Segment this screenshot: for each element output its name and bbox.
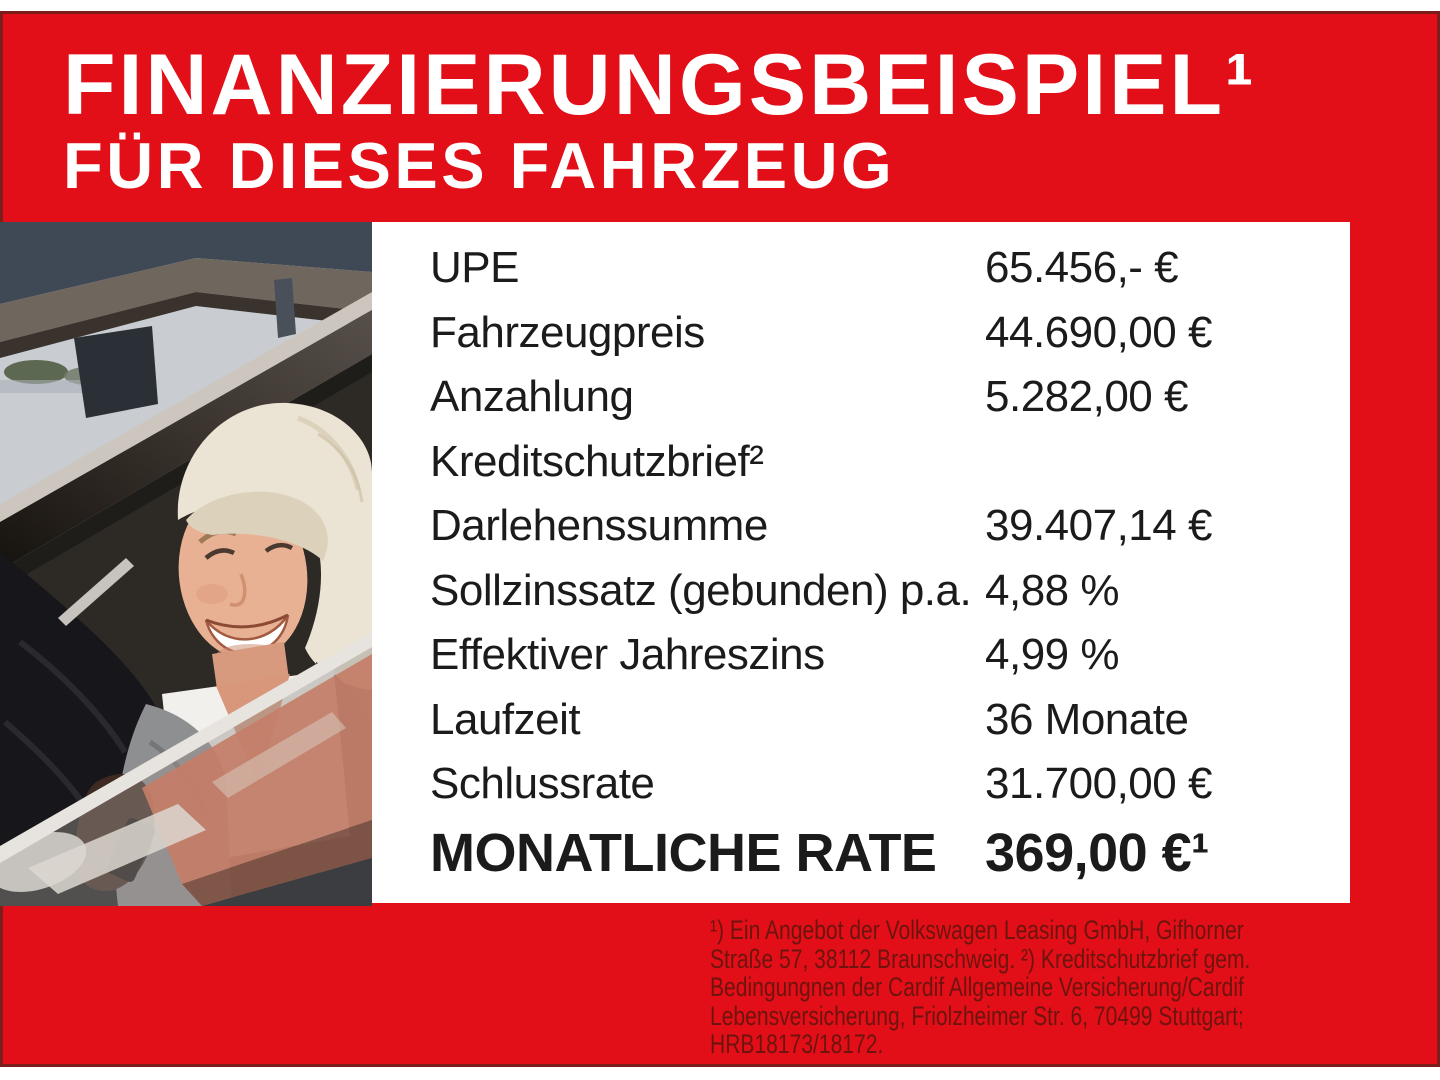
tree-silhouette	[4, 360, 68, 384]
table-row: UPE 65.456,- €	[430, 236, 1340, 301]
footnote-line: Bedingungnen der Cardif Allgemeine Versi…	[710, 972, 1244, 1002]
table-row: Anzahlung 5.282,00 €	[430, 365, 1340, 430]
footnote-line: Straße 57, 38112 Braunschweig. ²) Kredit…	[710, 943, 1251, 974]
door-frame-diagonal	[0, 310, 372, 570]
row-value: 44.690,00 €	[985, 307, 1212, 357]
woman-in-car-photo	[0, 222, 372, 906]
footnote-line: HRB18173/18172.	[710, 1029, 884, 1059]
car-roof	[0, 222, 372, 304]
table-row: Darlehenssumme 39.407,14 €	[430, 494, 1340, 559]
brick-reflection-dark	[182, 820, 372, 906]
glass-streak	[28, 804, 206, 894]
jacket-quilt-line	[18, 639, 128, 754]
row-value: 65.456,- €	[985, 243, 1179, 293]
glass-streak	[212, 712, 346, 798]
hair-strand	[317, 432, 364, 503]
legal-footnote: ¹) Ein Angebot der Volkswagen Leasing Gm…	[710, 916, 1334, 1059]
row-label: Anzahlung	[430, 372, 634, 422]
table-row: Laufzeit 36 Monate	[430, 688, 1340, 753]
table-row: Effektiver Jahreszins 4,99 %	[430, 623, 1340, 688]
upper-lip	[205, 613, 289, 629]
row-value: 5.282,00 €	[985, 372, 1188, 422]
seatbelt-strap	[58, 558, 134, 626]
financing-table: UPE 65.456,- € Fahrzeugpreis 44.690,00 €…	[430, 236, 1340, 889]
row-label: Effektiver Jahreszins	[430, 630, 825, 680]
smile	[204, 614, 290, 655]
window-glass-reflection	[0, 632, 372, 906]
table-row: Kreditschutzbrief²	[430, 430, 1340, 495]
table-row: Schlussrate 31.700,00 €	[430, 752, 1340, 817]
glass-dark-band	[202, 858, 372, 906]
monthly-rate-value: 369,00 €¹	[985, 822, 1209, 883]
hair-fringe	[186, 491, 328, 561]
footnote-line: Lebensversicherung, Friolzheimer Str. 6,…	[710, 1000, 1244, 1031]
window-pillar	[274, 278, 296, 338]
table-row: Sollzinssatz (gebunden) p.a. 4,88 %	[430, 559, 1340, 624]
footnote-line: ¹) Ein Angebot der Volkswagen Leasing Gm…	[710, 915, 1244, 945]
door-frame-top	[0, 258, 372, 342]
financing-panel: UPE 65.456,- € Fahrzeugpreis 44.690,00 €…	[372, 222, 1350, 903]
cheek	[196, 584, 228, 604]
ad-title: FINANZIERUNGSBEISPIEL¹	[63, 37, 1257, 133]
table-row: Fahrzeugpreis 44.690,00 €	[430, 301, 1340, 366]
row-label: Fahrzeugpreis	[430, 307, 705, 357]
right-eye	[264, 542, 294, 553]
door-frame-highlight	[0, 292, 372, 522]
platinum-hair	[177, 402, 372, 690]
monthly-rate-label: MONATLICHE RATE	[430, 822, 937, 883]
left-eye	[204, 548, 236, 560]
glass-edge-highlight	[0, 632, 372, 863]
row-label: Kreditschutzbrief²	[430, 436, 764, 486]
row-label: Laufzeit	[430, 694, 581, 744]
ad-subtitle: FÜR DIESES FAHRZEUG	[63, 129, 896, 202]
row-value: 39.407,14 €	[985, 501, 1212, 551]
row-label: Darlehenssumme	[430, 501, 768, 551]
rear-view-mirror	[74, 326, 158, 418]
row-label: Sollzinssatz (gebunden) p.a.	[430, 565, 972, 615]
row-value: 36 Monate	[985, 694, 1189, 744]
monthly-rate-row: MONATLICHE RATE 369,00 €¹	[430, 817, 1340, 889]
nose	[229, 573, 247, 607]
row-value: 31.700,00 €	[985, 759, 1212, 809]
woman-in-car-illustration	[0, 222, 372, 906]
row-label: Schlussrate	[430, 759, 655, 809]
row-value: 4,99 %	[985, 630, 1119, 680]
row-label: UPE	[430, 243, 519, 293]
row-value: 4,88 %	[985, 565, 1119, 615]
